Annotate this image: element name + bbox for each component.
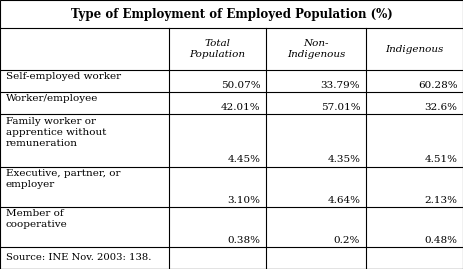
Text: 0.38%: 0.38% [228, 236, 261, 245]
Text: 50.07%: 50.07% [221, 81, 261, 90]
Text: 33.79%: 33.79% [320, 81, 360, 90]
Text: Family worker or
apprentice without
remuneration: Family worker or apprentice without remu… [6, 116, 106, 148]
Text: 4.64%: 4.64% [327, 196, 360, 205]
Text: Non-
Indigenous: Non- Indigenous [287, 39, 345, 59]
Text: 32.6%: 32.6% [425, 103, 457, 112]
Text: 3.10%: 3.10% [228, 196, 261, 205]
Text: 57.01%: 57.01% [320, 103, 360, 112]
Text: Self-employed worker: Self-employed worker [6, 72, 121, 82]
Text: Total
Population: Total Population [190, 39, 245, 59]
Text: 2.13%: 2.13% [425, 196, 457, 205]
Text: Member of
cooperative: Member of cooperative [6, 209, 67, 229]
Text: Executive, partner, or
employer: Executive, partner, or employer [6, 169, 120, 189]
Text: Type of Employment of Employed Population (%): Type of Employment of Employed Populatio… [71, 8, 392, 20]
Text: Source: INE Nov. 2003: 138.: Source: INE Nov. 2003: 138. [6, 253, 151, 263]
Text: 4.51%: 4.51% [425, 155, 457, 164]
Text: Worker/employee: Worker/employee [6, 94, 98, 104]
Text: 4.45%: 4.45% [228, 155, 261, 164]
Text: 42.01%: 42.01% [221, 103, 261, 112]
Text: 0.48%: 0.48% [425, 236, 457, 245]
Text: 60.28%: 60.28% [418, 81, 457, 90]
Text: 0.2%: 0.2% [334, 236, 360, 245]
Text: Indigenous: Indigenous [385, 45, 444, 54]
Text: 4.35%: 4.35% [327, 155, 360, 164]
